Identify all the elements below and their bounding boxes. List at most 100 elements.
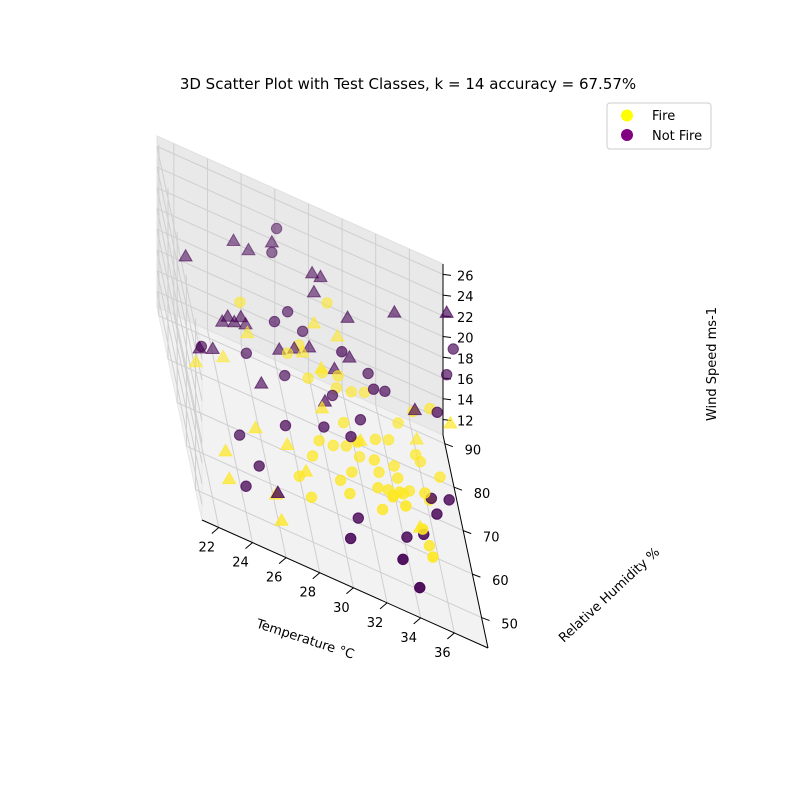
z-tick-label: 16 [457,373,474,388]
x-axis-label: Temperature °C [253,616,356,662]
x-tick-label: 34 [400,631,417,646]
not-fire-point [367,383,380,395]
fire-point [281,347,294,359]
fire-point [434,471,446,483]
z-tick-label: 20 [457,332,474,347]
grid-x-floor [307,374,354,588]
axes-panes [156,135,489,649]
fire-point [327,439,339,452]
fire-point [344,487,356,500]
fire-point [388,489,400,501]
fire-point [321,297,333,309]
y-tick [472,573,481,578]
fire-point [234,296,246,308]
fire-point [346,466,358,478]
grid-z-side [156,229,203,443]
not-fire-point [362,367,374,380]
z-tick [442,398,452,401]
x-tick-label: 32 [367,616,384,631]
y-tick-label: 80 [474,487,491,502]
not-fire-triangle [241,242,256,256]
chart-title: 3D Scatter Plot with Test Classes, k = 1… [180,75,636,93]
not-fire-point [279,419,292,432]
fire-point [397,488,409,500]
fire-triangle [240,325,255,339]
x-tick-label: 28 [299,586,316,601]
fire-triangle [188,354,204,368]
legend-frame [606,102,712,150]
not-fire-point [431,508,443,520]
z-tick-label: 22 [457,311,474,326]
x-tick-label: 22 [199,541,216,556]
x-tick [245,542,253,549]
not-fire-point [279,369,291,382]
fire-triangle [248,420,263,434]
not-fire-point [443,494,455,506]
not-fire-point [240,347,253,360]
not-fire-triangle [301,339,317,353]
fire-triangle [329,328,345,342]
fire-point [372,482,384,494]
not-fire-point [233,429,246,441]
not-fire-point [296,325,309,338]
not-fire-triangle [304,265,320,279]
fire-point [382,434,395,446]
fire-triangle [218,443,233,457]
x-tick-label: 36 [434,646,451,661]
not-fire-triangle [233,309,249,323]
not-fire-point [240,480,252,492]
fire-point [400,500,412,512]
not-fire-triangle [205,341,221,355]
fire-triangle [409,431,425,445]
grid-z-back [156,187,444,317]
fire-point [369,433,382,446]
z-tick [442,356,452,359]
not-fire-point [379,385,391,398]
fire-point [337,416,350,429]
not-fire-point [195,340,208,353]
y-tick [444,443,454,448]
not-fire-point [345,430,357,443]
grid-z-side [156,249,203,464]
fire-point [376,503,389,516]
z-tick-label: 12 [457,414,474,429]
grid-x-floor [274,359,321,573]
fire-point [345,386,357,398]
y-tick [453,486,463,491]
fire-point [368,454,381,466]
fire-point [419,487,431,499]
z-tick-label: 18 [457,352,474,367]
grid-z-side [156,208,203,422]
z-tick [442,273,452,276]
not-fire-point [344,532,357,545]
not-fire-triangle [178,248,193,262]
fire-triangle [306,315,322,329]
not-fire-triangle [439,304,455,318]
not-fire-triangle [220,308,236,322]
y-tick [463,530,472,535]
not-fire-point [281,306,294,318]
grid-y-floor [176,402,464,532]
z-tick-label: 24 [457,290,474,305]
fire-point [316,366,328,379]
not-fire-point [354,414,367,426]
not-fire-triangle [306,284,322,298]
not-fire-point [336,346,348,358]
not-fire-triangle [407,402,423,416]
grid-z-side [156,291,203,505]
x-tick [447,632,455,640]
legend-marker-not-fire [621,129,633,141]
legend-marker-fire [621,109,633,122]
not-fire-triangle [342,349,357,363]
x-tick [413,617,422,625]
not-fire-triangle [387,304,402,318]
fire-point [388,460,400,472]
not-fire-point [431,406,443,418]
not-fire-point [397,553,409,566]
fire-triangle [279,437,295,451]
z-tick [442,336,452,339]
not-fire-point [318,421,330,433]
fire-triangle [295,344,310,358]
fire-point [373,466,385,478]
